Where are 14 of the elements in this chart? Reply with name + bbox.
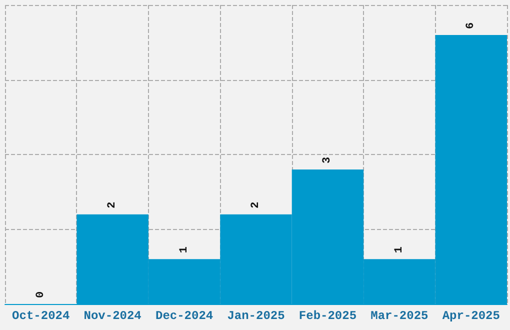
data-label: 2: [250, 202, 262, 208]
data-label: 2: [106, 202, 119, 208]
x-tick-label: Jan-2025: [227, 309, 285, 323]
x-tick-label: Dec-2024: [155, 309, 214, 323]
data-label: 3: [322, 156, 334, 164]
x-tick-label: Nov-2024: [84, 309, 142, 323]
x-tick-label: Feb-2025: [298, 309, 357, 323]
x-tick-label: Oct-2024: [12, 309, 70, 323]
x-tick-label: Mar-2025: [370, 309, 428, 323]
data-label: 1: [178, 246, 190, 254]
data-label: 0: [34, 291, 47, 298]
data-label: 6: [465, 22, 478, 30]
data-label: 1: [393, 246, 406, 254]
x-tick-label: Apr-2025: [442, 309, 500, 323]
